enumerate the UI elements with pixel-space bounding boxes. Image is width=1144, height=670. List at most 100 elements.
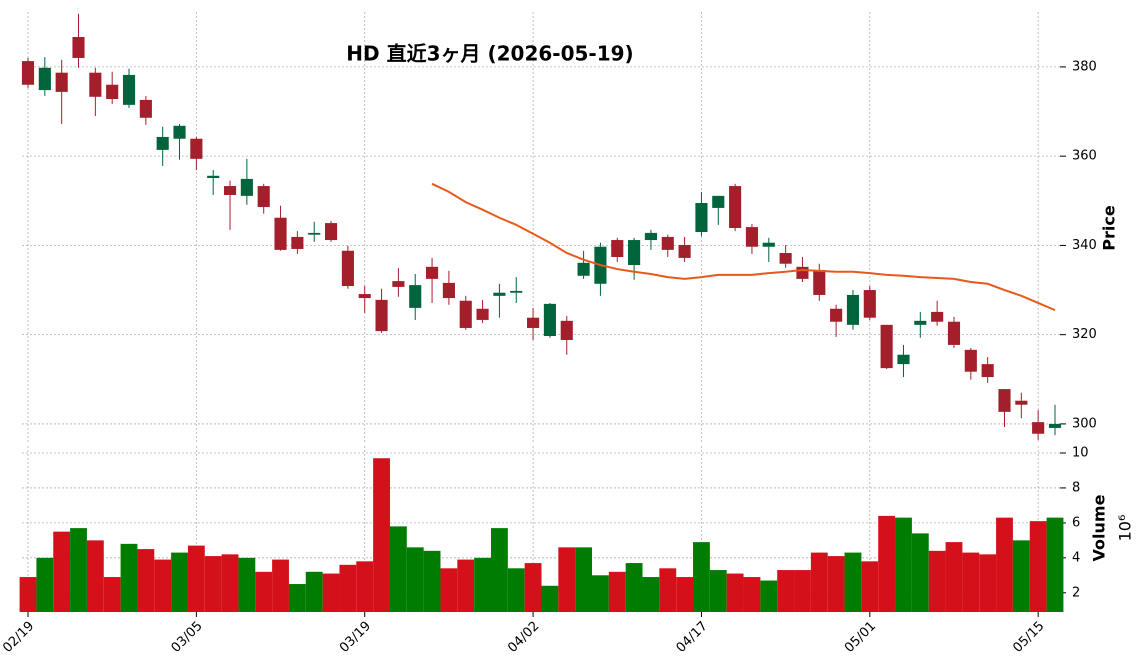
volume-bar — [794, 570, 811, 612]
candle-body — [830, 308, 843, 322]
volume-bar — [86, 540, 104, 612]
y-tick-label: 300 — [1072, 416, 1097, 431]
candle-body — [880, 324, 893, 369]
volume-bar — [558, 547, 576, 612]
y-tick-label: 340 — [1072, 238, 1097, 253]
volume-bar — [457, 559, 475, 612]
candle-body — [779, 252, 792, 264]
volume-bar — [810, 552, 828, 612]
candle-body — [223, 186, 237, 195]
volume-bar — [642, 577, 660, 612]
candle-body — [207, 175, 220, 179]
x-tick-label: 05/15 — [1010, 619, 1047, 656]
volume-bar — [507, 568, 525, 612]
volume-bar — [204, 556, 222, 612]
volume-bar — [356, 561, 374, 612]
volume-y-tick-label: 10 — [1072, 445, 1089, 460]
x-tick-label: 05/01 — [842, 619, 879, 656]
candle-body — [897, 354, 910, 365]
candle-body — [644, 232, 657, 241]
volume-bar — [373, 458, 390, 612]
x-tick-label: 03/05 — [169, 619, 206, 656]
candle-body — [611, 240, 624, 258]
volume-bar — [137, 549, 155, 612]
candle-body — [274, 217, 287, 250]
candle-body — [21, 61, 35, 85]
volume-bar — [844, 552, 862, 612]
volume-bar — [676, 577, 694, 612]
candle-body — [392, 281, 405, 287]
volume-bar — [895, 517, 912, 612]
volume-bar — [36, 557, 54, 612]
volume-y-tick-label: 6 — [1072, 515, 1080, 530]
candle-body — [72, 36, 85, 58]
volume-bar — [322, 573, 340, 612]
volume-bar — [440, 568, 458, 612]
volume-bar — [1012, 540, 1030, 612]
volume-bar — [1046, 517, 1064, 612]
volume-bar — [726, 573, 744, 612]
candle-body — [560, 320, 573, 341]
x-tick-label: 02/19 — [0, 619, 37, 656]
candle-body — [308, 232, 321, 235]
volume-y-tick-label: 8 — [1072, 480, 1080, 495]
volume-bar — [389, 526, 407, 612]
volume-offset-label: 10⁶ — [1116, 515, 1135, 542]
volume-bar — [625, 563, 643, 612]
candle-body — [914, 320, 927, 325]
y-axis-label: Price — [1100, 205, 1119, 251]
y-tick-label: 360 — [1072, 149, 1097, 164]
volume-bar — [693, 542, 710, 612]
candle-body — [846, 294, 860, 325]
candle-body — [341, 250, 354, 287]
candle-body — [628, 240, 641, 266]
volume-bar — [288, 584, 306, 612]
volume-y-tick-label: 2 — [1072, 585, 1080, 600]
candle-body — [981, 364, 994, 378]
candle-body — [139, 99, 152, 118]
volume-bar — [524, 563, 542, 612]
candle-body — [156, 136, 169, 150]
volume-bar — [878, 515, 896, 612]
candle-body — [106, 84, 119, 100]
candle-body — [442, 282, 455, 299]
candle-body — [89, 72, 102, 97]
candle-body — [55, 72, 68, 92]
candle-body — [324, 223, 338, 241]
volume-bar — [861, 561, 879, 612]
volume-bar — [187, 545, 205, 612]
volume-bar — [743, 577, 761, 612]
candle-body — [762, 242, 775, 247]
candle-body — [1032, 422, 1045, 434]
candle-body — [678, 244, 691, 258]
volume-bar — [474, 557, 491, 612]
volume-bar — [406, 547, 424, 612]
volume-bar — [19, 577, 37, 612]
volume-bar — [53, 531, 71, 612]
volume-bar — [255, 571, 273, 612]
candle-body — [190, 138, 203, 159]
volume-axis-label: Volume — [1090, 494, 1109, 561]
candle-body — [459, 300, 472, 328]
volume-bar — [171, 552, 188, 612]
candle-body — [240, 178, 253, 196]
volume-bar — [305, 571, 323, 612]
volume-bar — [423, 550, 441, 612]
candle-body — [813, 269, 826, 295]
candle-body — [577, 262, 590, 276]
candle-body — [409, 285, 422, 308]
candle-body — [426, 266, 439, 279]
volume-bar — [541, 585, 559, 612]
volume-bar — [221, 554, 239, 612]
candle-body — [358, 294, 371, 299]
volume-bar — [996, 517, 1013, 612]
candle-body — [796, 266, 809, 279]
candle-body — [863, 290, 876, 318]
candle-body — [122, 74, 136, 105]
volume-bar — [659, 568, 677, 612]
candle-body — [729, 186, 742, 228]
candle-body — [745, 227, 759, 247]
candle-body — [493, 292, 506, 296]
volume-bar — [272, 559, 289, 612]
